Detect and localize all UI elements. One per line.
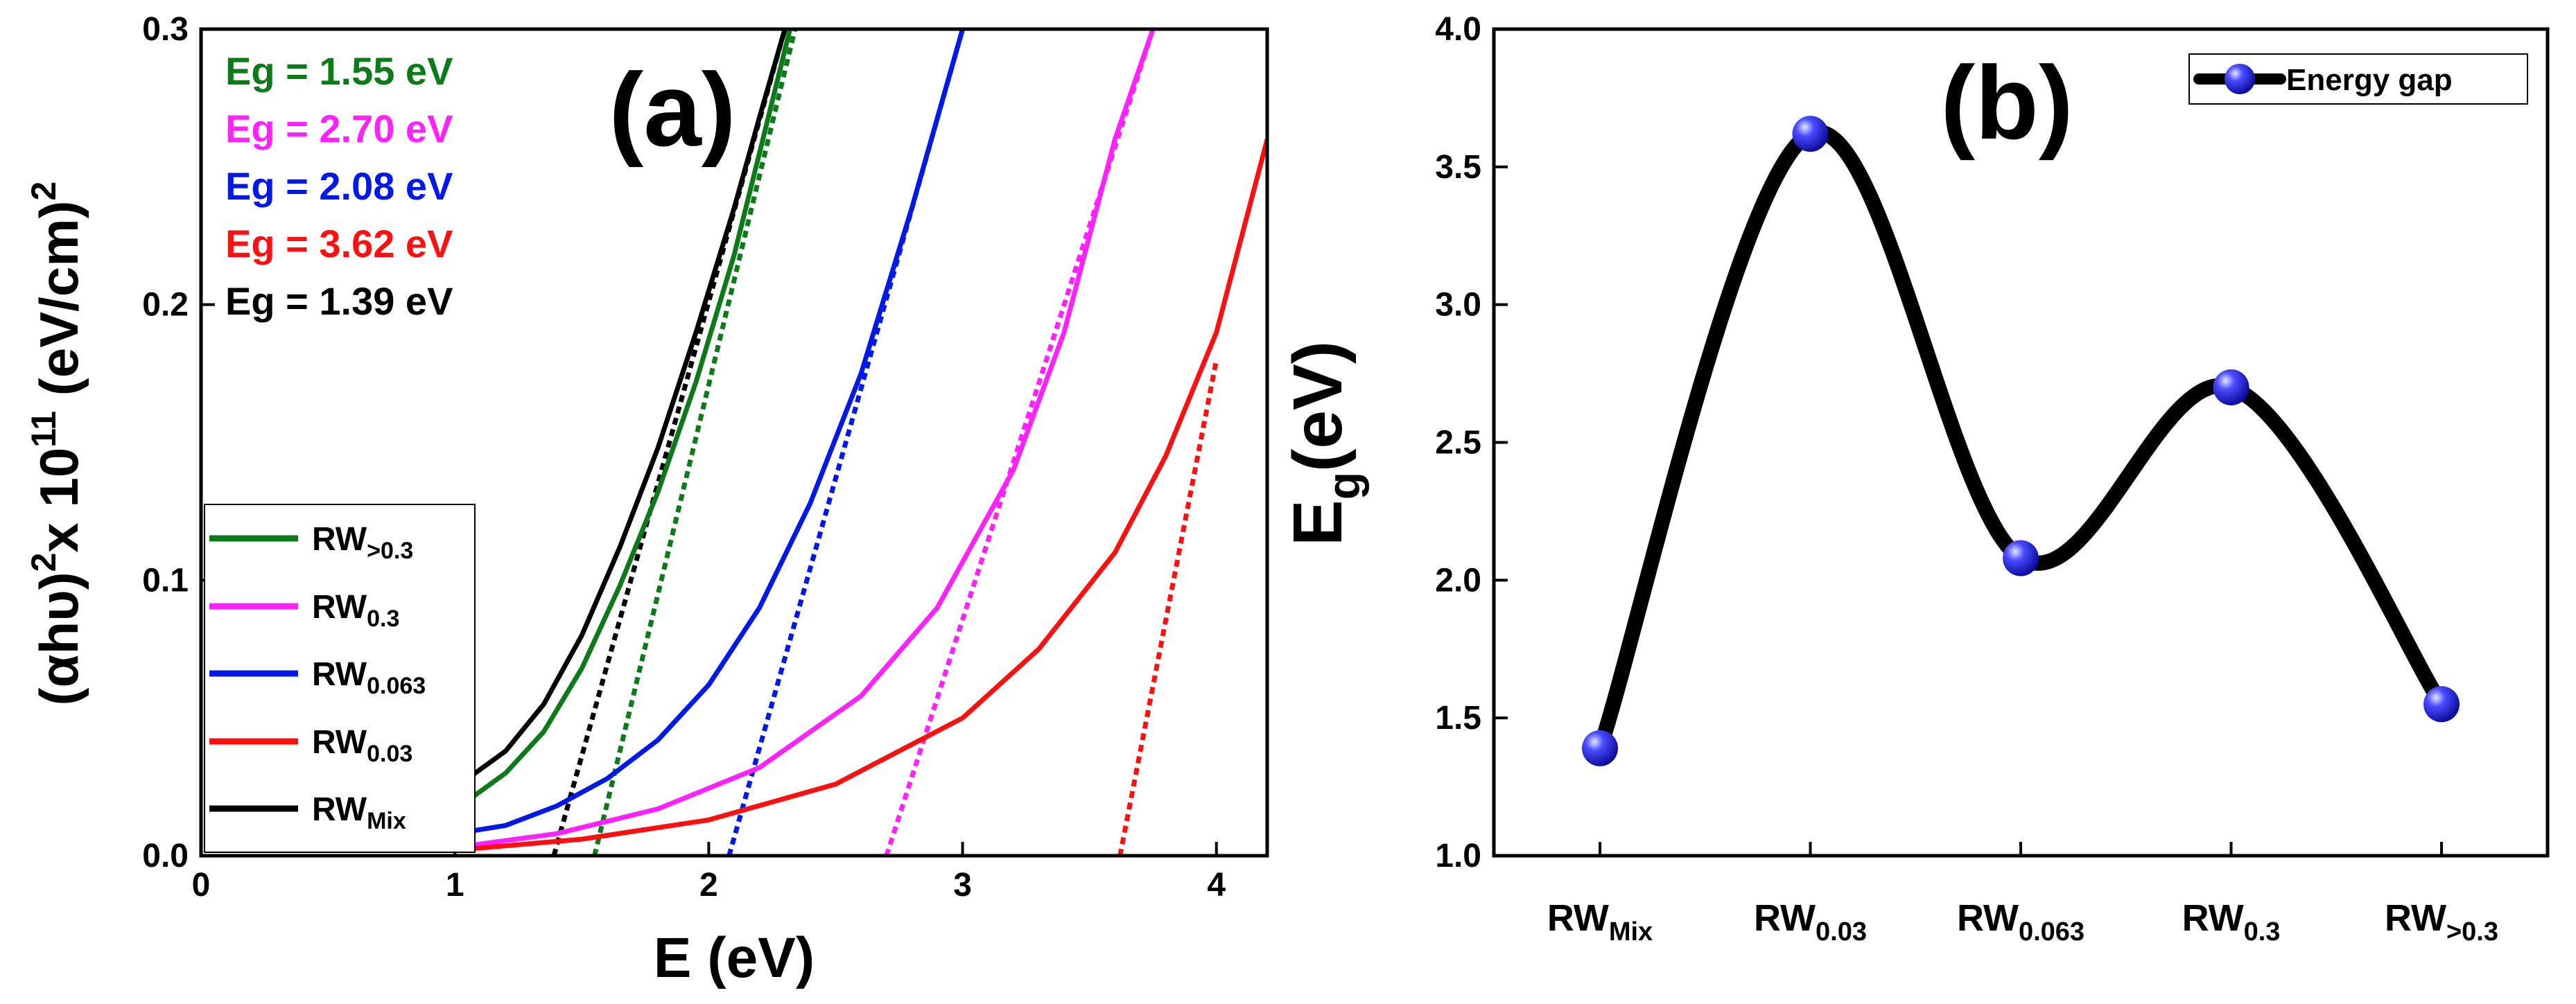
- panel-a-y-tick-label: 0.1: [142, 562, 189, 599]
- panel-b-ticks: 1.0 1.5 2.0 2.5 3.0 3.5 4.0 RWMix RW0.03 RW0.063 R…: [1435, 11, 2498, 946]
- panel-a-x-tick-label: 1: [446, 867, 464, 904]
- panel-a-label: (a): [609, 51, 736, 168]
- panel-a-x-tick-label: 0: [192, 867, 211, 904]
- panel-b-category-label: RW0.3: [2182, 897, 2281, 946]
- panel-a-x-tick-label: 4: [1207, 867, 1226, 904]
- panel-a: 0 1 2 3 4 0.0 0.1 0.2 0.3 (a) Eg = 1.55 eV Eg = …: [24, 11, 1269, 989]
- eg-annotations: Eg = 1.55 eV Eg = 2.70 eV Eg = 2.08 eV E…: [225, 49, 453, 323]
- panel-b-y-tick-label: 2.0: [1435, 562, 1481, 599]
- energy-gap-point-rw0-3: [2213, 369, 2249, 405]
- panel-b-y-axis-title: Eg(eV): [1279, 341, 1369, 546]
- energy-gap-point-rw0-063: [2003, 540, 2039, 576]
- eg-annotation-5: Eg = 1.39 eV: [225, 279, 453, 323]
- panel-b-y-tick-label: 1.5: [1435, 700, 1481, 737]
- panel-b-y-tick-label: 2.5: [1435, 425, 1481, 461]
- panel-a-x-axis-title: E (eV): [654, 926, 815, 989]
- series-line-rw0-063: [454, 29, 965, 836]
- panel-b-series-group: [1582, 116, 2460, 766]
- series-line-rwgt0-3: [466, 29, 792, 803]
- series-line-rw0-3: [454, 29, 1156, 850]
- panel-b-y-tick-label: 3.0: [1435, 287, 1481, 324]
- legend-label-rw-gt03: RW>0.3: [312, 521, 413, 564]
- panel-b-legend: Energy gap: [2188, 53, 2528, 105]
- series-line-rw0-03: [454, 139, 1267, 853]
- legend-label-rw-003: RW0.03: [312, 724, 412, 767]
- eg-annotation-2: Eg = 2.70 eV: [225, 107, 453, 150]
- legend-label-rw-mix: RWMix: [312, 791, 406, 834]
- panel-b-y-tick-label: 1.0: [1435, 838, 1481, 874]
- panel-a-x-tick-label: 3: [953, 867, 972, 904]
- panel-b-category-label: RW0.063: [1957, 897, 2085, 946]
- panel-b: 1.0 1.5 2.0 2.5 3.0 3.5 4.0 RWMix RW0.03 RW0.063 R…: [1279, 11, 2550, 946]
- energy-gap-curve: [1592, 124, 2449, 756]
- tangent-line-rwmix: [551, 29, 787, 856]
- tangent-line-rw0-03: [1117, 359, 1219, 856]
- legend-label-rw-03: RW0.3: [312, 589, 399, 632]
- panel-b-y-tick-label: 3.5: [1435, 149, 1481, 186]
- legend-label-rw-0063: RW0.063: [312, 656, 426, 699]
- energy-gap-legend-label: Energy gap: [2286, 63, 2453, 97]
- panel-a-y-tick-label: 0.3: [142, 11, 189, 48]
- eg-annotation-4: Eg = 3.62 eV: [225, 222, 453, 265]
- panel-a-y-axis-title: (αhυ)2x 1011 (eV/cm)2: [24, 182, 89, 706]
- panel-a-legend: RW>0.3 RW0.3 RW0.063 RW0.03 RWMix: [204, 504, 476, 853]
- panel-b-y-tick-label: 4.0: [1435, 11, 1481, 48]
- panel-a-y-tick-label: 0.2: [142, 287, 189, 324]
- energy-gap-legend-marker: [2225, 64, 2255, 94]
- panel-a-x-tick-label: 2: [699, 867, 718, 904]
- panel-a-frame: [199, 27, 1269, 858]
- panel-a-series-group: [454, 29, 1267, 856]
- series-line-rwmix: [466, 29, 787, 781]
- tangent-line-rwgt0-3: [592, 29, 798, 856]
- panel-a-y-tick-label: 0.0: [142, 838, 189, 874]
- energy-gap-point-rw0-03: [1792, 116, 1829, 152]
- energy-gap-point-rwmix: [1582, 730, 1618, 766]
- legend-box: [204, 504, 476, 853]
- panel-b-category-label: RW0.03: [1754, 897, 1867, 946]
- tangent-line-rw0-063: [726, 29, 965, 856]
- eg-annotation-1: Eg = 1.55 eV: [225, 49, 453, 93]
- energy-gap-point-rwgt0-3: [2423, 686, 2460, 723]
- panel-b-category-label: RW>0.3: [2385, 897, 2498, 946]
- panel-a-ticks: 0 1 2 3 4 0.0 0.1 0.2 0.3: [142, 11, 1226, 904]
- panel-b-category-label: RWMix: [1547, 897, 1653, 946]
- panel-b-label: (b): [1940, 44, 2073, 161]
- eg-annotation-3: Eg = 2.08 eV: [225, 164, 453, 208]
